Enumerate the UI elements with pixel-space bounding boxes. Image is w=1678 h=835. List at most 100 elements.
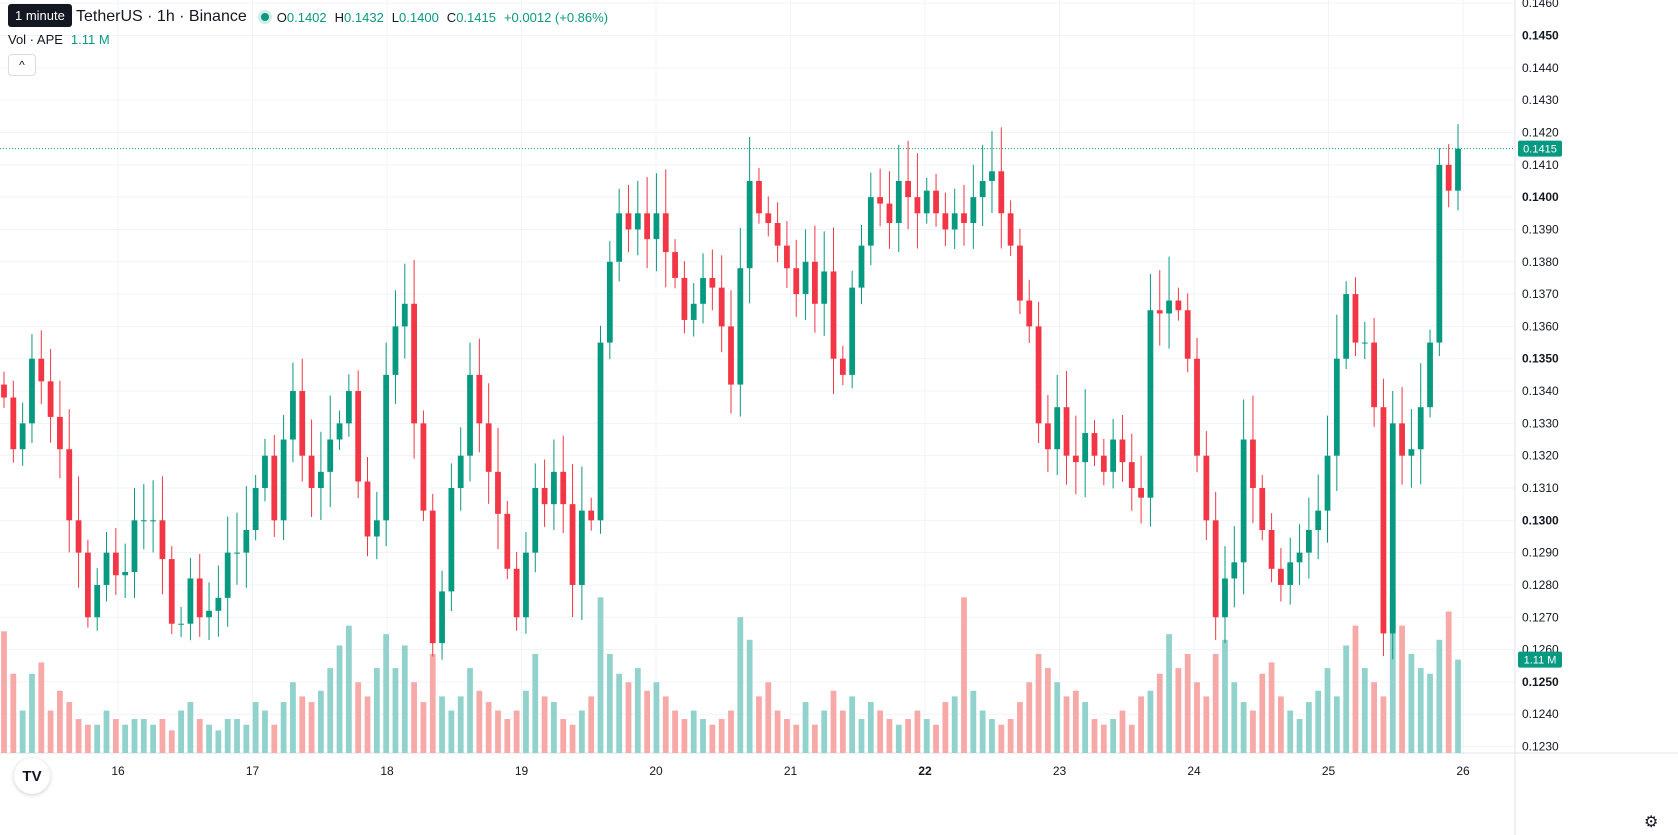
candle-body <box>513 568 520 618</box>
volume-bar <box>19 710 26 753</box>
volume-bar <box>327 668 334 753</box>
candle-body <box>262 455 268 488</box>
volume-bar <box>867 702 874 753</box>
candle-body <box>895 180 902 223</box>
candle-body <box>1231 562 1238 579</box>
candle-body <box>439 591 445 644</box>
volume-bar <box>75 719 82 753</box>
x-tick-label: 25 <box>1322 764 1336 778</box>
candle-body <box>429 510 436 644</box>
gear-icon[interactable]: ⚙ <box>1644 814 1659 831</box>
candle-body <box>1007 213 1014 246</box>
volume-bar <box>1175 668 1182 753</box>
volume-bar <box>318 690 324 753</box>
volume-value: 1.11 M <box>70 32 110 47</box>
market-status-icon[interactable] <box>260 13 269 21</box>
candle-body <box>392 326 399 375</box>
candle-body <box>1399 423 1405 456</box>
candle-body <box>672 252 678 278</box>
tradingview-logo-icon[interactable]: TV <box>14 758 50 794</box>
time-axis[interactable]: 16 17 18 19 20 21 22 23 24 25 26 <box>111 764 1470 778</box>
y-tick-label: 0.1460 <box>1522 0 1559 10</box>
volume-bar <box>1436 639 1443 753</box>
volume-bar <box>1119 710 1126 753</box>
y-tick-label: 0.1340 <box>1522 384 1559 398</box>
candle-body <box>1082 433 1089 463</box>
volume-bar <box>1455 659 1461 753</box>
y-tick-label: 0.1270 <box>1522 610 1559 624</box>
candle-body <box>811 261 818 304</box>
volume-bar <box>532 653 539 753</box>
y-tick-label: 0.1280 <box>1522 578 1559 592</box>
volume-bar <box>551 702 557 753</box>
volume-bar <box>746 639 753 753</box>
volume-bar <box>1128 724 1135 753</box>
candle-body <box>1091 433 1098 456</box>
volume-bar <box>560 719 567 753</box>
volume-bar <box>392 668 399 753</box>
candle-body <box>336 423 343 440</box>
volume-bar <box>168 730 175 753</box>
volume-bar <box>1035 653 1042 753</box>
volume-bar <box>1296 719 1303 753</box>
volume-bar <box>923 719 930 753</box>
candle-body <box>504 513 511 569</box>
volume-bar <box>178 710 184 753</box>
candle-body <box>923 190 930 214</box>
candle-body <box>597 342 604 521</box>
volume-bar <box>839 710 846 753</box>
volume-bar <box>84 724 91 753</box>
symbol-title[interactable]: TetherUS · 1h · Binance <box>76 8 247 25</box>
volume-bar <box>336 645 343 753</box>
volume-bar <box>1240 702 1247 753</box>
volume-bar <box>38 662 45 753</box>
volume-bar <box>1343 645 1350 753</box>
volume-bar <box>690 710 697 753</box>
volume-bar <box>541 696 548 753</box>
volume-bar <box>1063 696 1070 753</box>
volume-bar <box>112 719 119 753</box>
volume-bar <box>429 653 436 753</box>
candle-body <box>103 552 110 585</box>
candle-body <box>448 487 455 592</box>
x-tick-label: 16 <box>111 764 125 778</box>
candle-body <box>858 245 865 288</box>
volume-bar <box>262 710 268 753</box>
candle-body <box>178 623 184 625</box>
volume-bar <box>523 690 529 753</box>
volume-bar <box>1427 673 1433 753</box>
volume-bar <box>224 719 231 753</box>
candle-body <box>700 277 706 304</box>
x-tick-label: 22 <box>918 764 932 778</box>
collapse-legend-button[interactable]: ^ <box>8 54 36 76</box>
volume-bar <box>513 710 520 753</box>
candle-body <box>979 180 986 198</box>
candle-body <box>1194 358 1200 456</box>
volume-bar <box>1212 653 1219 753</box>
candle-body <box>10 397 17 450</box>
price-axis[interactable]: 0.12300.12400.12500.12600.12700.12800.12… <box>1518 0 1562 754</box>
candle-body <box>905 180 911 198</box>
candle-body <box>29 358 35 424</box>
last-price-badge <box>1518 140 1562 157</box>
volume-bar <box>206 724 212 753</box>
volume-bar <box>476 690 483 753</box>
candle-body <box>1054 407 1061 450</box>
candle-body <box>737 268 744 385</box>
candle-body <box>709 277 716 288</box>
candle-body <box>1361 342 1368 344</box>
candle-body <box>122 572 129 576</box>
volume-bar <box>1222 639 1228 753</box>
volume-legend[interactable]: Vol · APE 1.11 M <box>8 32 110 47</box>
candle-body <box>1427 342 1433 408</box>
candle-body <box>234 552 240 554</box>
y-tick-label: 0.1240 <box>1522 707 1559 721</box>
candle-body <box>961 213 967 223</box>
volume-bar <box>1082 702 1089 753</box>
candle-body <box>1417 407 1424 450</box>
candle-body <box>933 190 939 214</box>
candle-body <box>1175 300 1182 311</box>
volume-bar <box>700 719 706 753</box>
